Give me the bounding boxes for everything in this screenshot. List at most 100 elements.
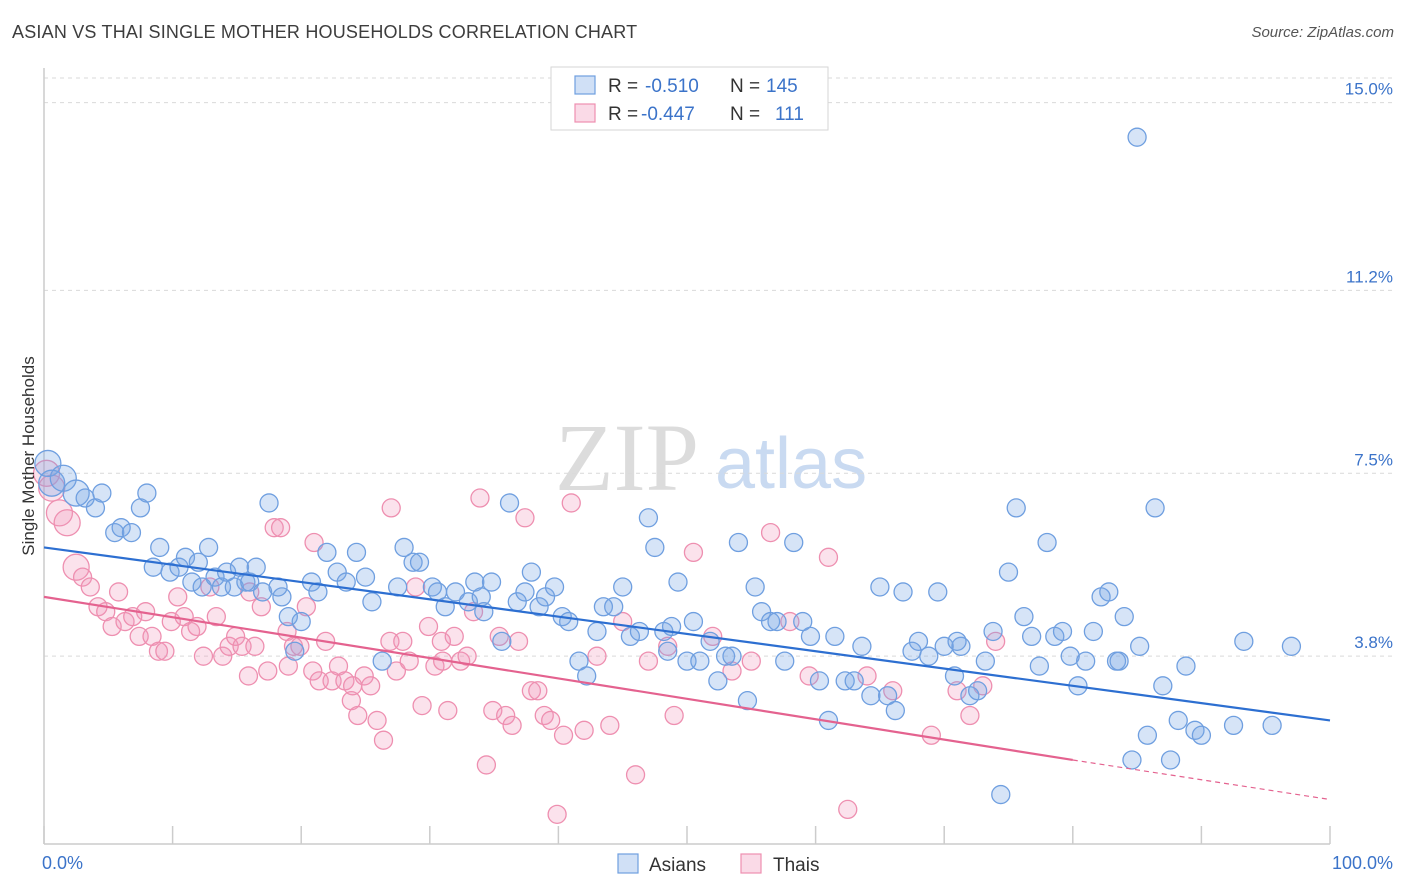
thais-point [245,636,265,656]
y-tick-labels: 3.8% 7.5% 11.2% 15.0% [1345,80,1393,653]
thais-point [741,651,761,671]
asians-point [445,582,466,602]
asians-point [683,611,704,632]
thais-point [296,597,316,617]
thais-point [399,651,419,671]
asians-point [346,542,367,563]
asians-point [224,577,244,597]
thais-point [587,646,607,666]
thais-point [213,646,233,666]
asians-point [629,621,650,642]
asians-point [1029,656,1050,676]
legend-swatch-thais [574,103,596,123]
asians-point [690,651,710,671]
thais-point [348,705,368,726]
asians-point [645,537,665,558]
thais-point [80,577,100,597]
thais-point [412,695,432,716]
thais-point [360,676,381,696]
asians-point [529,597,549,617]
asians-point [767,611,787,632]
thais-point [406,577,426,597]
asians-point [870,577,890,597]
thais-point [528,681,548,701]
asians-point [355,567,376,587]
asians-point [291,611,311,632]
asians-point [1037,532,1057,553]
x-tick-label-start: 0.0% [42,853,83,873]
source-label: Source: ZipAtlas.com [1251,24,1394,41]
y-tick-label: 15.0% [1345,80,1393,99]
asians-point [983,621,1003,642]
legend-box: R = -0.510 N = 145 R = -0.447 N = 111 [550,66,829,131]
asians-point [137,483,157,503]
asians-point [308,582,328,602]
asians-point [559,611,579,632]
thais-point [53,509,81,537]
asians-point [613,577,633,597]
thais-point [444,626,464,647]
asians-point [150,537,170,558]
thais-point [521,681,542,701]
thais-point [193,646,214,666]
asians-point [492,631,512,652]
bottom-legend-asians: Asians [649,855,706,876]
asians-point [587,621,607,642]
asians-point [1168,710,1188,731]
asians-point [1160,750,1181,770]
asians-series [34,127,1302,805]
asians-point [259,493,279,513]
asians-point [1099,582,1119,602]
asians-point [919,646,939,666]
asians-point [967,681,988,701]
asians-point [852,636,872,656]
chart-title: ASIAN VS THAI SINGLE MOTHER HOUSEHOLDS C… [12,22,638,42]
thais-point [367,710,387,731]
legend-n-value: 111 [775,104,804,125]
asians-point [1109,651,1129,671]
asians-point [252,582,273,602]
asians-point [885,700,905,721]
thais-point [168,587,188,607]
thais-point [108,582,129,602]
asians-point [775,651,795,671]
thais-point [625,765,646,785]
thais-point [561,493,581,513]
thais-point [921,725,941,745]
thais-point [496,705,516,726]
thais-point [658,636,678,656]
asians-point [62,479,90,507]
thais-point [457,646,477,666]
thais-point [574,720,594,740]
thais-point [418,616,439,637]
thais-point [960,705,980,726]
thais-point [638,651,659,671]
asians-point [700,631,720,652]
trend-lines [43,546,1331,801]
watermark-atlas: atlas [715,424,867,504]
thais-point [258,661,278,681]
legend-r-value: -0.447 [641,104,695,125]
thais-point [303,661,323,681]
thais-point [342,676,363,696]
asians-point [544,577,565,597]
thais-point [438,700,458,721]
asians-point [1122,750,1142,770]
bottom-legend-thais: Thais [773,855,819,876]
asians-point [409,552,430,572]
thais-point [463,602,484,622]
thais-point [508,631,529,652]
asians-point [893,582,913,602]
thais-point [541,710,561,731]
asians-point [722,646,742,666]
bottom-legend: Asians Thais [617,853,819,876]
legend-r-value: -0.510 [645,76,699,97]
thais-point [62,553,90,581]
thais-point [270,518,291,538]
asians-point [272,587,292,607]
asians-point [111,518,131,538]
asians-point [1262,715,1282,736]
asians-point [844,671,864,691]
asians-point [760,611,781,632]
